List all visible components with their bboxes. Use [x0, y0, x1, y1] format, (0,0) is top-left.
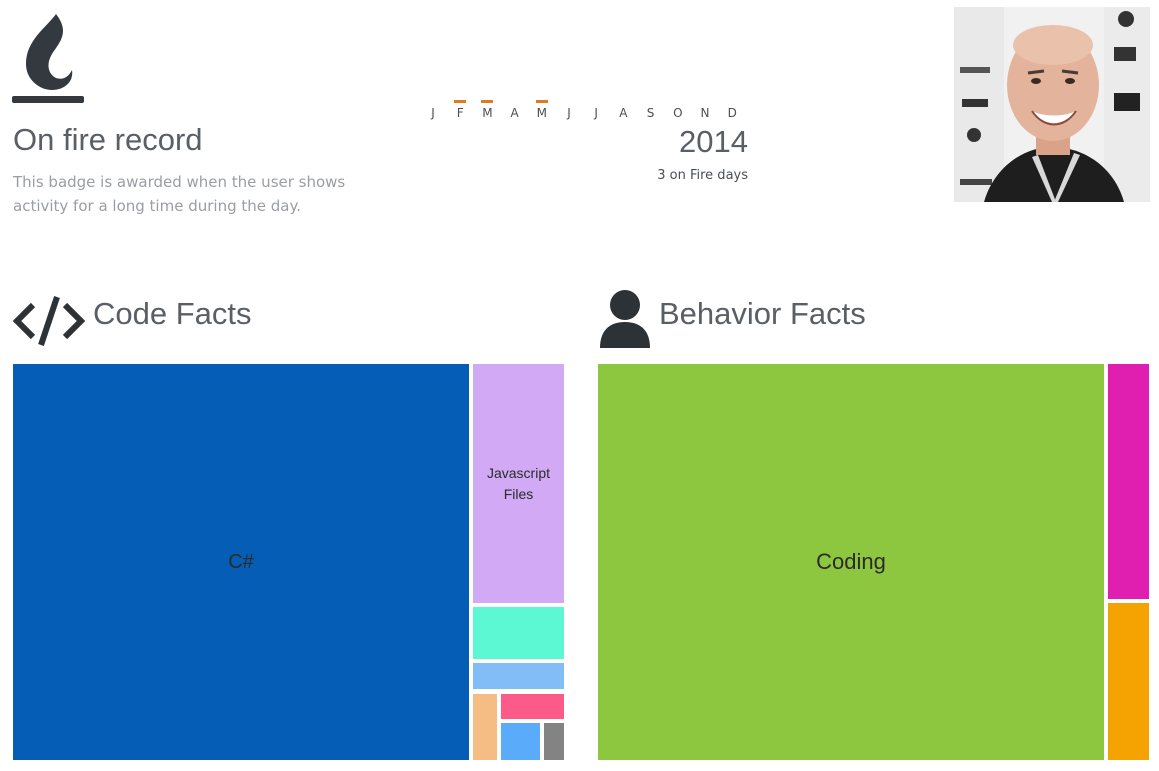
month-label: J — [587, 106, 605, 120]
month-label: F — [451, 100, 469, 120]
avatar[interactable] — [954, 7, 1150, 202]
month-letter: A — [619, 106, 628, 120]
month-letter: O — [673, 106, 683, 120]
month-letter: J — [431, 106, 435, 120]
user-icon — [598, 288, 652, 348]
month-label: O — [669, 106, 687, 120]
month-label: S — [642, 106, 660, 120]
year-label: 2014 — [679, 124, 748, 159]
tile-csharp[interactable]: C# — [13, 364, 469, 760]
activity-marker — [481, 100, 494, 103]
month-letter: F — [456, 106, 464, 120]
tile-orange[interactable] — [1108, 603, 1149, 760]
month-letter: J — [594, 106, 598, 120]
behavior-facts-title: Behavior Facts — [659, 296, 866, 331]
flame-icon — [12, 14, 86, 104]
code-icon — [12, 295, 86, 347]
tile-label: C# — [228, 550, 254, 573]
tile-magenta[interactable] — [1108, 364, 1149, 599]
fire-days-count: 3 on Fire days — [657, 168, 748, 183]
month-letter: S — [646, 106, 655, 120]
month-letter: N — [700, 106, 710, 120]
month-letter: M — [482, 106, 493, 120]
month-label: J — [424, 106, 442, 120]
month-label: A — [614, 106, 632, 120]
code-facts-treemap: C# Javascript Files — [13, 364, 565, 760]
tile-mint[interactable] — [473, 607, 564, 659]
tile-light-blue[interactable] — [473, 663, 564, 689]
tile-coding[interactable]: Coding — [598, 364, 1104, 760]
month-label: M — [533, 100, 551, 120]
badge-description: This badge is awarded when the user show… — [13, 173, 346, 215]
month-label: M — [478, 100, 496, 120]
tile-peach[interactable] — [473, 694, 497, 760]
activity-marker — [454, 100, 467, 103]
badge-title: On fire record — [13, 122, 203, 157]
tile-label: Javascript Files — [486, 464, 551, 502]
month-letter: J — [567, 106, 571, 120]
tile-gray[interactable] — [544, 723, 564, 760]
month-label: A — [506, 106, 524, 120]
month-letter: D — [727, 106, 737, 120]
tile-pink[interactable] — [501, 694, 564, 719]
month-label: N — [696, 106, 714, 120]
month-label: D — [723, 106, 741, 120]
behavior-facts-treemap: Coding — [598, 364, 1150, 760]
month-letter: A — [510, 106, 519, 120]
tile-sky-blue[interactable] — [501, 723, 540, 760]
code-facts-title: Code Facts — [93, 296, 252, 331]
month-label: J — [560, 106, 578, 120]
tile-javascript-files[interactable]: Javascript Files — [473, 364, 564, 603]
activity-marker — [535, 100, 548, 103]
month-letter: M — [536, 106, 547, 120]
tile-label: Coding — [816, 549, 886, 574]
